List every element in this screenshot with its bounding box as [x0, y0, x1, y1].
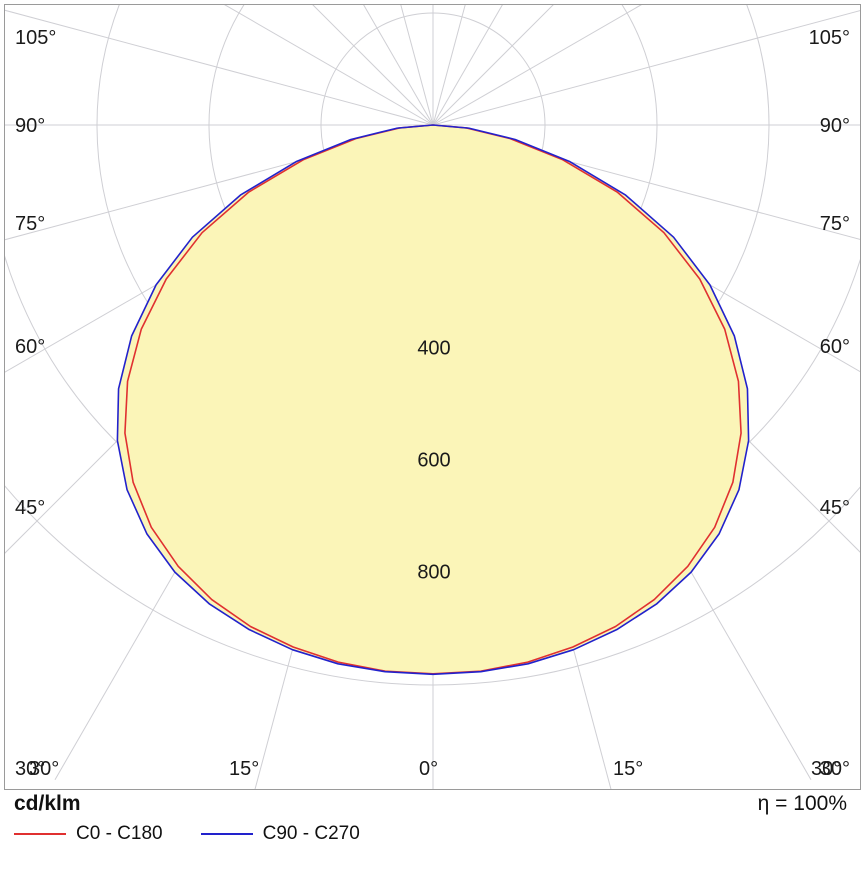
legend-label-c0-c180: C0 - C180 [76, 823, 163, 844]
legend-line-swatch-c90-c270 [200, 833, 253, 835]
legend-line-swatch-c0-c180 [14, 833, 66, 835]
legend-entry-c0-c180: C0 - C180 [14, 823, 163, 845]
angle-label-left-105: 105° [15, 27, 57, 49]
unit-label: cd/klm [14, 792, 81, 815]
angle-label-left-30: 30° [15, 758, 46, 780]
radial-label-400: 400 [417, 337, 451, 360]
angle-label-right-75: 75° [819, 213, 850, 235]
angle-label-bottom-15-left: 15° [229, 758, 260, 780]
distribution-curve-c90-c270 [116, 124, 750, 676]
angle-label-right-45: 45° [819, 497, 850, 519]
efficiency-label: η = 100% [757, 792, 847, 815]
angle-label-left-45: 45° [15, 497, 46, 519]
angle-label-bottom-30-right: 30° [811, 758, 842, 780]
angle-label-right-90: 90° [819, 115, 850, 137]
angle-label-left-90: 90° [15, 115, 46, 137]
polar-chart-canvas [5, 5, 860, 789]
legend-entries: C0 - C180 C90 - C270 [14, 823, 398, 845]
polar-curves [116, 124, 750, 676]
legend-area: cd/klm η = 100% C0 - C180 C90 - C270 [0, 790, 865, 889]
angle-label-bottom-0: 0° [419, 758, 439, 780]
legend-entry-c90-c270: C90 - C270 [200, 823, 360, 845]
angle-label-left-75: 75° [15, 213, 46, 235]
polar-plot-frame: 105° 90° 75° 60° 45° 30° 105° 90° 75° 60… [4, 4, 861, 790]
radial-label-800: 800 [417, 561, 451, 584]
angle-label-right-30: 30° [819, 758, 850, 780]
legend-label-c90-c270: C90 - C270 [262, 823, 360, 844]
distribution-fill [117, 125, 749, 675]
angle-label-bottom-15-right: 15° [613, 758, 644, 780]
radial-label-600: 600 [417, 449, 451, 472]
angle-label-right-105: 105° [808, 27, 850, 49]
angle-label-left-60: 60° [15, 336, 46, 358]
angle-label-right-60: 60° [819, 336, 850, 358]
angle-label-bottom-30-left: 30° [29, 758, 60, 780]
